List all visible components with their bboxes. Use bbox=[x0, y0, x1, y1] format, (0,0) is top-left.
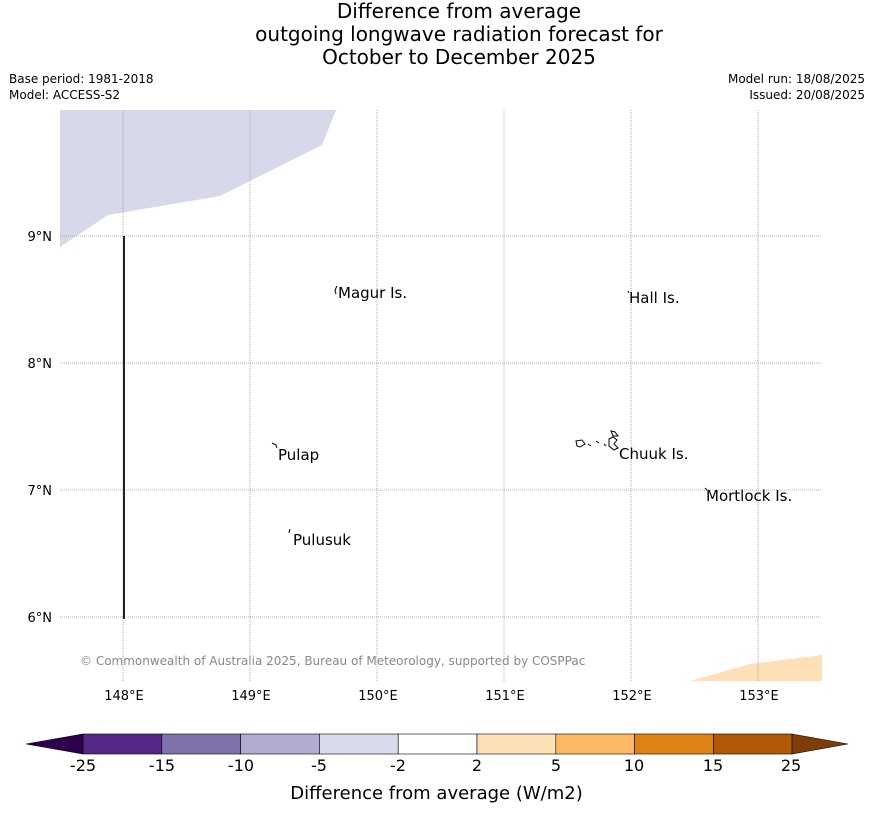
lat-tick-6: 6°N bbox=[28, 611, 53, 626]
place-label-magur: Magur Is. bbox=[338, 284, 407, 302]
colorbar-tick-9: 15 bbox=[703, 756, 723, 775]
colorbar-extend-max bbox=[791, 733, 849, 755]
lon-tick-151: 151°E bbox=[485, 689, 525, 704]
gridlines bbox=[60, 110, 822, 681]
title-line-1: Difference from average bbox=[336, 0, 582, 23]
colorbar-bin-9 bbox=[713, 733, 793, 755]
map-title: Difference from average outgoing longwav… bbox=[0, 0, 873, 69]
colorbar-tick-7: 5 bbox=[551, 756, 561, 775]
place-label-hall: Hall Is. bbox=[629, 289, 680, 307]
colorbar-tick-2: -15 bbox=[149, 756, 175, 775]
pulap-island-shape bbox=[271, 442, 278, 449]
model-name: Model: ACCESS-S2 bbox=[9, 88, 121, 102]
title-line-3: October to December 2025 bbox=[322, 45, 596, 69]
chuuk-lagoon-shape bbox=[575, 430, 619, 451]
place-label-pulap: Pulap bbox=[278, 446, 319, 464]
lon-tick-150: 150°E bbox=[358, 689, 398, 704]
lon-tick-149: 149°E bbox=[231, 689, 271, 704]
colorbar-tick-10: 25 bbox=[781, 756, 801, 775]
lon-tick-153: 153°E bbox=[739, 689, 779, 704]
lon-tick-148: 148°E bbox=[104, 689, 144, 704]
colorbar-bin-7 bbox=[555, 733, 635, 755]
model-run: Model run: 18/08/2025 bbox=[727, 72, 865, 86]
colorbar bbox=[25, 733, 849, 755]
lat-tick-8: 8°N bbox=[28, 357, 53, 372]
place-label-pulusuk: Pulusuk bbox=[293, 531, 351, 549]
colorbar-label: Difference from average (W/m2) bbox=[290, 783, 583, 804]
copyright-text: © Commonwealth of Australia 2025, Bureau… bbox=[80, 654, 585, 668]
hall-island-shape bbox=[627, 290, 630, 294]
colorbar-tick-8: 10 bbox=[624, 756, 644, 775]
lon-tick-152: 152°E bbox=[612, 689, 652, 704]
colorbar-tick-4: -5 bbox=[311, 756, 327, 775]
colorbar-bin-4 bbox=[319, 733, 399, 755]
colorbar-tick-3: -10 bbox=[228, 756, 254, 775]
colorbar-bin-2 bbox=[161, 733, 241, 755]
meta-right: Model run: 18/08/2025 Issued: 20/08/2025 bbox=[728, 71, 865, 103]
lat-tick-7: 7°N bbox=[28, 484, 53, 499]
negative-anomaly-region bbox=[60, 110, 336, 247]
lat-tick-9: 9°N bbox=[28, 230, 53, 245]
colorbar-extend-min bbox=[25, 733, 84, 755]
colorbar-bin-6 bbox=[476, 733, 557, 755]
colorbar-bin-5 bbox=[397, 733, 478, 755]
title-line-2: outgoing longwave radiation forecast for bbox=[255, 22, 663, 46]
mortlock-island-shape bbox=[704, 487, 708, 491]
colorbar-bin-3 bbox=[240, 733, 320, 755]
meta-left: Base period: 1981-2018 Model: ACCESS-S2 bbox=[9, 71, 154, 103]
place-label-mortlock: Mortlock Is. bbox=[706, 487, 792, 505]
colorbar-tick-1: -25 bbox=[70, 756, 96, 775]
colorbar-tick-6: 2 bbox=[472, 756, 482, 775]
magur-island-shape bbox=[334, 285, 338, 295]
colorbar-bin-1 bbox=[82, 733, 163, 755]
base-period: Base period: 1981-2018 bbox=[9, 72, 154, 86]
colorbar-bin-8 bbox=[634, 733, 714, 755]
islands bbox=[271, 285, 708, 534]
colorbar-tick-5: -2 bbox=[390, 756, 406, 775]
positive-anomaly-region bbox=[690, 655, 822, 681]
pulusuk-island-shape bbox=[288, 528, 291, 534]
place-label-chuuk: Chuuk Is. bbox=[619, 445, 688, 463]
issued-date: Issued: 20/08/2025 bbox=[749, 88, 865, 102]
